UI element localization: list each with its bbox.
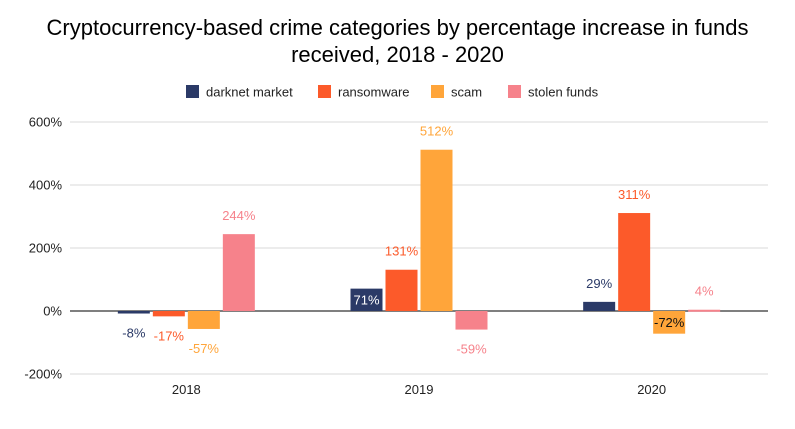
data-label: 131%: [385, 244, 419, 259]
bar-stolen-funds-2020: [688, 309, 721, 312]
chart-title: Cryptocurrency-based crime categories by…: [0, 14, 795, 68]
bar-scam-2020: [653, 311, 686, 334]
data-label: 244%: [222, 208, 256, 223]
data-label: 512%: [420, 124, 454, 139]
data-label: 29%: [586, 276, 612, 291]
y-tick-label: 600%: [29, 115, 63, 130]
legend-swatch: [186, 85, 199, 98]
bar-scam-2018: [187, 311, 220, 329]
bar-ransomware-2020: [618, 213, 651, 311]
x-tick-label: 2020: [637, 382, 666, 397]
y-tick-label: 200%: [29, 241, 63, 256]
bar-scam-2019: [420, 149, 453, 311]
legend-swatch: [431, 85, 444, 98]
data-label: 311%: [618, 187, 651, 202]
chart-title-line-2: received, 2018 - 2020: [291, 42, 504, 67]
data-label: -17%: [154, 328, 185, 343]
data-label: -57%: [189, 341, 220, 356]
bar-darknet-market-2018: [117, 311, 150, 314]
legend-label: ransomware: [338, 85, 410, 100]
bar-darknet-market-2020: [583, 301, 616, 311]
y-tick-label: 400%: [29, 178, 63, 193]
data-label: 4%: [695, 284, 714, 299]
bar-stolen-funds-2019: [455, 311, 488, 330]
data-label: -8%: [122, 326, 146, 341]
y-tick-label: 0%: [43, 304, 62, 319]
x-tick-label: 2019: [405, 382, 434, 397]
legend-swatch: [318, 85, 331, 98]
bar-ransomware-2019: [385, 269, 418, 311]
y-tick-label: -200%: [24, 367, 62, 382]
x-tick-label: 2018: [172, 382, 201, 397]
data-label: -59%: [456, 342, 487, 357]
legend-label: stolen funds: [528, 85, 599, 100]
legend-label: scam: [451, 85, 482, 100]
data-label: 71%: [353, 293, 379, 308]
data-label: -72%: [654, 315, 685, 330]
bar-darknet-market-2019: [350, 288, 383, 311]
legend-label: darknet market: [206, 85, 293, 100]
bar-stolen-funds-2018: [222, 234, 255, 311]
bar-ransomware-2018: [152, 311, 185, 317]
chart-title-line-1: Cryptocurrency-based crime categories by…: [46, 15, 749, 40]
legend-swatch: [508, 85, 521, 98]
